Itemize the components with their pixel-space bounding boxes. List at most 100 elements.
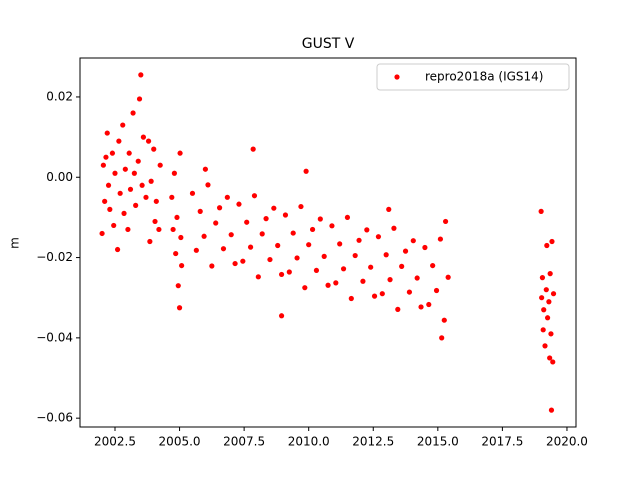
data-point [549, 238, 555, 245]
legend-label: repro2018a (IGS14) [425, 70, 543, 84]
data-point [250, 146, 256, 152]
data-point [418, 304, 424, 310]
x-tick-label: 2005.0 [159, 435, 201, 449]
data-point [547, 271, 553, 277]
data-point [202, 166, 208, 172]
data-point [133, 202, 139, 208]
data-point [125, 226, 131, 233]
data-point [298, 203, 304, 210]
data-point [122, 166, 128, 172]
data-point [546, 299, 552, 305]
data-point [548, 331, 554, 337]
data-point [544, 315, 551, 321]
data-point [317, 216, 323, 222]
x-tick-label: 2010.0 [288, 435, 330, 449]
data-point [433, 287, 440, 294]
data-point [391, 225, 397, 231]
y-tick-label: −0.02 [36, 250, 73, 264]
data-point [539, 275, 546, 281]
data-point [173, 250, 179, 257]
y-tick-label: 0.00 [46, 170, 73, 184]
data-point [548, 407, 555, 413]
data-point [445, 274, 451, 280]
data-point [406, 289, 413, 295]
data-point [105, 182, 112, 188]
data-point [205, 182, 211, 188]
data-point [263, 216, 269, 222]
data-point [220, 246, 227, 252]
data-point [303, 168, 309, 174]
data-point [176, 305, 183, 311]
legend-marker [394, 74, 400, 80]
data-point [120, 122, 126, 128]
data-point [139, 182, 145, 188]
data-point [127, 186, 134, 192]
data-point [271, 205, 277, 211]
data-point [290, 230, 296, 236]
data-point [244, 219, 250, 225]
data-point [259, 231, 265, 237]
data-point [240, 258, 246, 264]
x-tick-label: 2012.5 [352, 435, 394, 449]
data-point [540, 327, 546, 333]
data-point [550, 359, 556, 365]
data-point [197, 208, 203, 214]
data-point [156, 226, 162, 233]
y-tick-label: −0.06 [36, 411, 73, 425]
data-point [538, 208, 544, 214]
y-axis-label: m [8, 237, 22, 249]
x-tick-label: 2015.0 [417, 435, 459, 449]
data-point [121, 210, 127, 216]
data-point [282, 212, 289, 218]
data-point [117, 190, 123, 196]
data-point [375, 234, 382, 240]
data-point [329, 223, 335, 229]
data-point [216, 205, 223, 211]
data-point [306, 242, 312, 248]
data-point [550, 291, 557, 297]
data-point [157, 162, 163, 168]
data-point [107, 206, 113, 212]
data-point [441, 317, 447, 323]
data-point [153, 198, 159, 204]
data-point [430, 262, 436, 269]
data-point [255, 274, 261, 280]
chart-title: GUST V [302, 36, 355, 52]
legend-box [376, 63, 570, 91]
data-point [426, 301, 432, 308]
data-point [111, 222, 117, 229]
x-tick-label: 2020.0 [546, 435, 588, 449]
data-point [130, 110, 136, 116]
data-point [414, 275, 420, 281]
data-point [209, 263, 215, 269]
data-point [267, 256, 273, 263]
data-point [147, 238, 153, 245]
data-point [170, 226, 176, 233]
data-point [383, 252, 389, 258]
plot-frame [79, 57, 577, 428]
data-point [175, 283, 181, 289]
data-point [541, 307, 547, 313]
data-point [344, 214, 351, 221]
data-point [102, 198, 108, 204]
data-point [364, 227, 370, 233]
data-point [169, 194, 175, 200]
data-point [437, 236, 444, 242]
data-point [112, 170, 118, 176]
data-point [442, 218, 449, 225]
data-point [399, 263, 405, 269]
data-point [539, 295, 545, 301]
data-point [116, 138, 122, 144]
data-point [340, 266, 347, 272]
data-point [201, 233, 207, 239]
data-point [278, 313, 285, 319]
data-point [422, 244, 428, 251]
data-point [348, 295, 354, 302]
y-tick-label: −0.04 [36, 330, 73, 344]
data-point [368, 264, 374, 270]
data-point [386, 206, 392, 212]
data-point [360, 278, 366, 284]
data-point [99, 230, 105, 237]
data-point [148, 178, 154, 184]
data-point [544, 242, 550, 249]
